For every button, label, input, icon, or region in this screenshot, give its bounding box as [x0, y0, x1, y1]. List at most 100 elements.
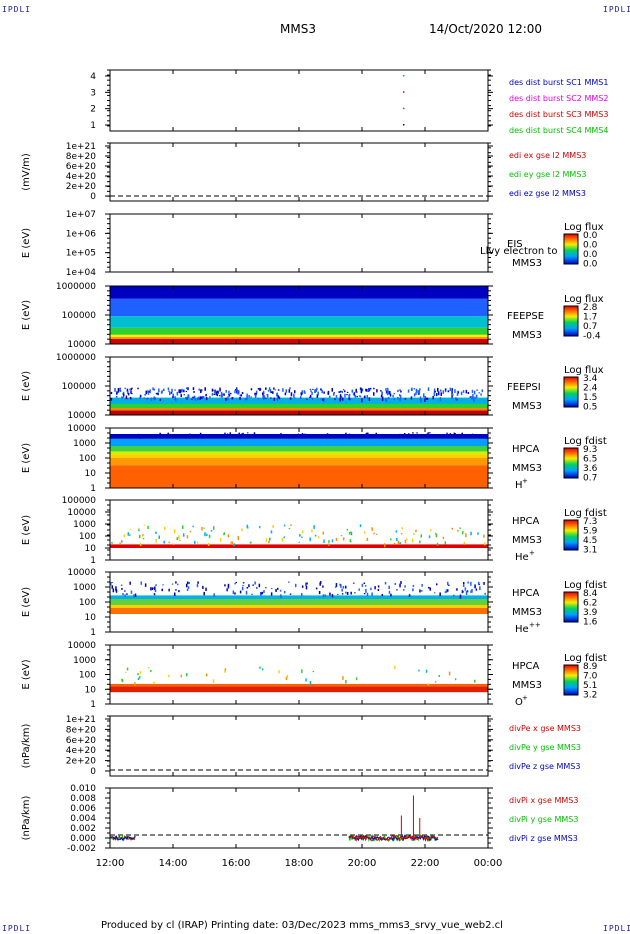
spectrogram-pixel — [134, 682, 136, 686]
y-axis-label: E (eV) — [21, 587, 32, 617]
charge-label: + — [522, 477, 528, 485]
spectrogram-pixel — [475, 588, 478, 591]
spectrogram-pixel — [322, 398, 324, 402]
spectrogram-pixel — [372, 392, 375, 396]
spectrogram-pixel — [442, 390, 445, 394]
spectrogram-pixel — [404, 433, 406, 435]
y-tick-label: 1000000 — [56, 282, 96, 292]
spectrogram-pixel — [360, 389, 363, 391]
spectrogram-pixel — [139, 671, 142, 674]
spectrogram-pixel — [383, 434, 385, 437]
colorbar-tick-label: 3.1 — [583, 546, 597, 556]
spectrogram-pixel — [143, 397, 146, 399]
spectrogram-pixel — [192, 525, 194, 528]
spectrogram-pixel — [383, 543, 386, 548]
spectrogram-pixel — [258, 526, 261, 529]
spectrogram-pixel — [381, 396, 384, 399]
spectrogram-pixel — [328, 543, 330, 546]
spectrogram-pixel — [301, 593, 303, 596]
instrument-label: EIS — [507, 239, 523, 250]
spectrogram-band — [110, 454, 488, 458]
spectrogram-pixel — [241, 528, 243, 532]
spectrogram-pixel — [437, 387, 439, 392]
spectrogram-pixel — [239, 394, 242, 397]
spectrogram-pixel — [466, 590, 469, 593]
spectrogram-pixel — [361, 583, 364, 587]
spectrogram-pixel — [175, 589, 177, 591]
spectrogram-pixel — [322, 594, 325, 598]
colorbar-tick-label: 0.0 — [583, 241, 598, 251]
spectrogram-band — [110, 446, 488, 452]
spectrogram-pixel — [181, 388, 183, 393]
spectrogram-pixel — [301, 530, 304, 534]
y-tick-label: 1 — [90, 556, 96, 566]
spectrogram-pixel — [279, 589, 282, 592]
y-tick-label: 0.006 — [70, 804, 96, 814]
x-tick-label: 12:00 — [96, 858, 125, 869]
spectrogram-pixel — [244, 397, 247, 401]
spectrogram-pixel — [131, 387, 133, 389]
x-tick-label: 18:00 — [285, 858, 314, 869]
spectrogram-pixel — [126, 388, 129, 392]
spectrogram-pixel — [207, 542, 210, 546]
colorbar — [563, 305, 579, 337]
spectrogram-pixel — [348, 394, 350, 399]
spectrogram-pixel — [147, 525, 149, 530]
y-tick-label: 10 — [85, 613, 97, 623]
spectrogram-pixel — [315, 390, 318, 393]
spectrogram-pixel — [311, 391, 313, 395]
y-tick-label: 100000 — [62, 496, 97, 506]
spectrogram-pixel — [345, 591, 347, 594]
spectrogram-pixel — [163, 526, 166, 530]
spectrogram-pixel — [356, 391, 358, 393]
spectrogram-pixel — [306, 582, 308, 585]
overlay-text: Llvy electron to — [480, 246, 557, 257]
spectrogram-pixel — [185, 390, 188, 392]
spectrogram-pixel — [242, 585, 244, 587]
spectrogram-pixel — [341, 593, 344, 595]
spectrogram-pixel — [182, 533, 185, 537]
spectrogram-pixel — [153, 388, 156, 391]
y-axis-label: (nPa/km) — [21, 796, 32, 841]
spectrogram-band — [110, 458, 488, 466]
spectrogram-pixel — [415, 389, 418, 393]
spectrogram-pixel — [277, 389, 280, 391]
colorbar-tick-label: 0.5 — [583, 403, 597, 413]
spectrogram-pixel — [315, 387, 318, 391]
spectrogram-pixel — [248, 395, 250, 398]
spectrogram-pixel — [393, 398, 396, 401]
spectrogram-pixel — [344, 585, 347, 589]
spectrogram-pixel — [376, 389, 378, 393]
spectrogram-pixel — [173, 529, 176, 534]
spectrogram-pixel — [172, 393, 174, 397]
spectrogram-pixel — [263, 396, 266, 400]
spectrogram-pixel — [224, 668, 227, 671]
y-tick-label: 1000 — [73, 439, 96, 449]
spectrogram-pixel — [412, 588, 414, 592]
instrument-label: HPCA — [512, 661, 540, 672]
spectrogram-pixel — [174, 389, 176, 391]
spectrogram-pixel — [463, 541, 466, 545]
y-tick-label: 1000 — [73, 583, 96, 593]
colorbar-tick-label: 8.9 — [583, 662, 598, 672]
spectrogram-pixel — [129, 388, 131, 391]
spectrogram-pixel — [265, 387, 267, 390]
spectrogram-pixel — [301, 536, 303, 538]
spectrogram-pixel — [400, 533, 403, 535]
spectrogram-pixel — [127, 392, 130, 396]
spectrogram-pixel — [227, 534, 230, 538]
colorbar-tick-label: 0.7 — [583, 474, 597, 484]
instrument-sc-label: MMS3 — [512, 401, 542, 412]
spectrogram-pixel — [181, 525, 184, 529]
spectrogram-pixel — [446, 432, 448, 434]
spectrogram-pixel — [404, 539, 407, 544]
spectrogram-pixel — [320, 388, 322, 390]
spectrogram-pixel — [415, 529, 417, 533]
spectrogram-pixel — [415, 392, 417, 395]
spectrogram-pixel — [425, 669, 428, 673]
legend-entry: des dist burst SC1 MMS1 — [509, 78, 608, 87]
spectrogram-pixel — [110, 582, 112, 586]
spectrogram-pixel — [437, 391, 440, 396]
spectrogram-pixel — [216, 390, 219, 393]
colorbar — [563, 519, 579, 551]
